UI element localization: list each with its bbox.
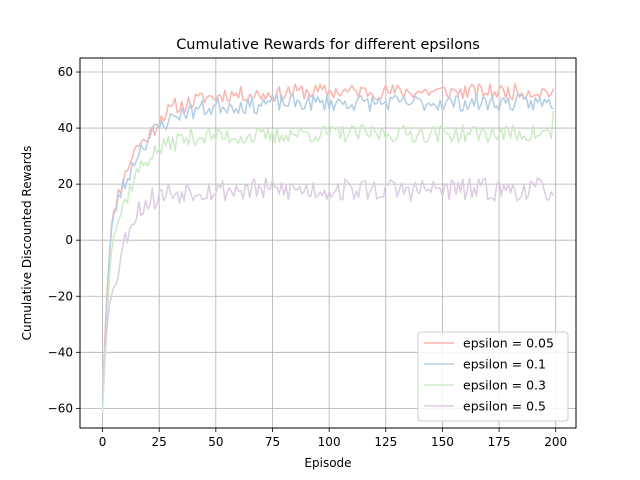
x-tick-label: 100 bbox=[318, 435, 341, 449]
legend: epsilon = 0.05 epsilon = 0.1 epsilon = 0.3… bbox=[417, 331, 569, 422]
plot-area-frame bbox=[79, 57, 577, 429]
x-tick-label: 50 bbox=[208, 435, 223, 449]
legend-label: epsilon = 0.3 bbox=[463, 378, 546, 393]
series-lines bbox=[101, 83, 555, 413]
x-axis-label: Episode bbox=[304, 456, 351, 470]
series-line-3 bbox=[101, 111, 555, 413]
x-tick-label: 25 bbox=[152, 435, 167, 449]
y-tick-label: 20 bbox=[58, 177, 73, 191]
x-tick-label: 175 bbox=[488, 435, 511, 449]
y-axis-label: Cumulative Discounted Rewards bbox=[20, 146, 34, 341]
legend-label: epsilon = 0.05 bbox=[463, 336, 554, 351]
y-tick-label: 60 bbox=[58, 65, 73, 79]
x-tick-label: 0 bbox=[99, 435, 107, 449]
series-line-1 bbox=[101, 83, 555, 396]
legend-label: epsilon = 0.5 bbox=[463, 399, 546, 414]
y-axis-ticks: −60 −40 −20 0 20 40 60 bbox=[48, 65, 80, 415]
y-tick-label: −60 bbox=[48, 401, 73, 415]
x-axis-ticks: 0 25 50 75 100 125 150 175 200 bbox=[99, 428, 567, 449]
chart-title: Cumulative Rewards for different epsilon… bbox=[176, 37, 480, 53]
legend-box bbox=[417, 331, 569, 422]
series-line-2 bbox=[101, 93, 554, 405]
x-tick-label: 125 bbox=[374, 435, 397, 449]
y-tick-label: −40 bbox=[48, 345, 73, 359]
y-tick-label: 40 bbox=[58, 121, 73, 135]
y-tick-label: 0 bbox=[65, 233, 73, 247]
legend-label: epsilon = 0.1 bbox=[463, 357, 546, 372]
y-tick-label: −20 bbox=[48, 289, 73, 303]
x-tick-label: 75 bbox=[265, 435, 280, 449]
series-line-4 bbox=[101, 177, 555, 383]
x-tick-label: 200 bbox=[544, 435, 567, 449]
x-tick-label: 150 bbox=[431, 435, 454, 449]
